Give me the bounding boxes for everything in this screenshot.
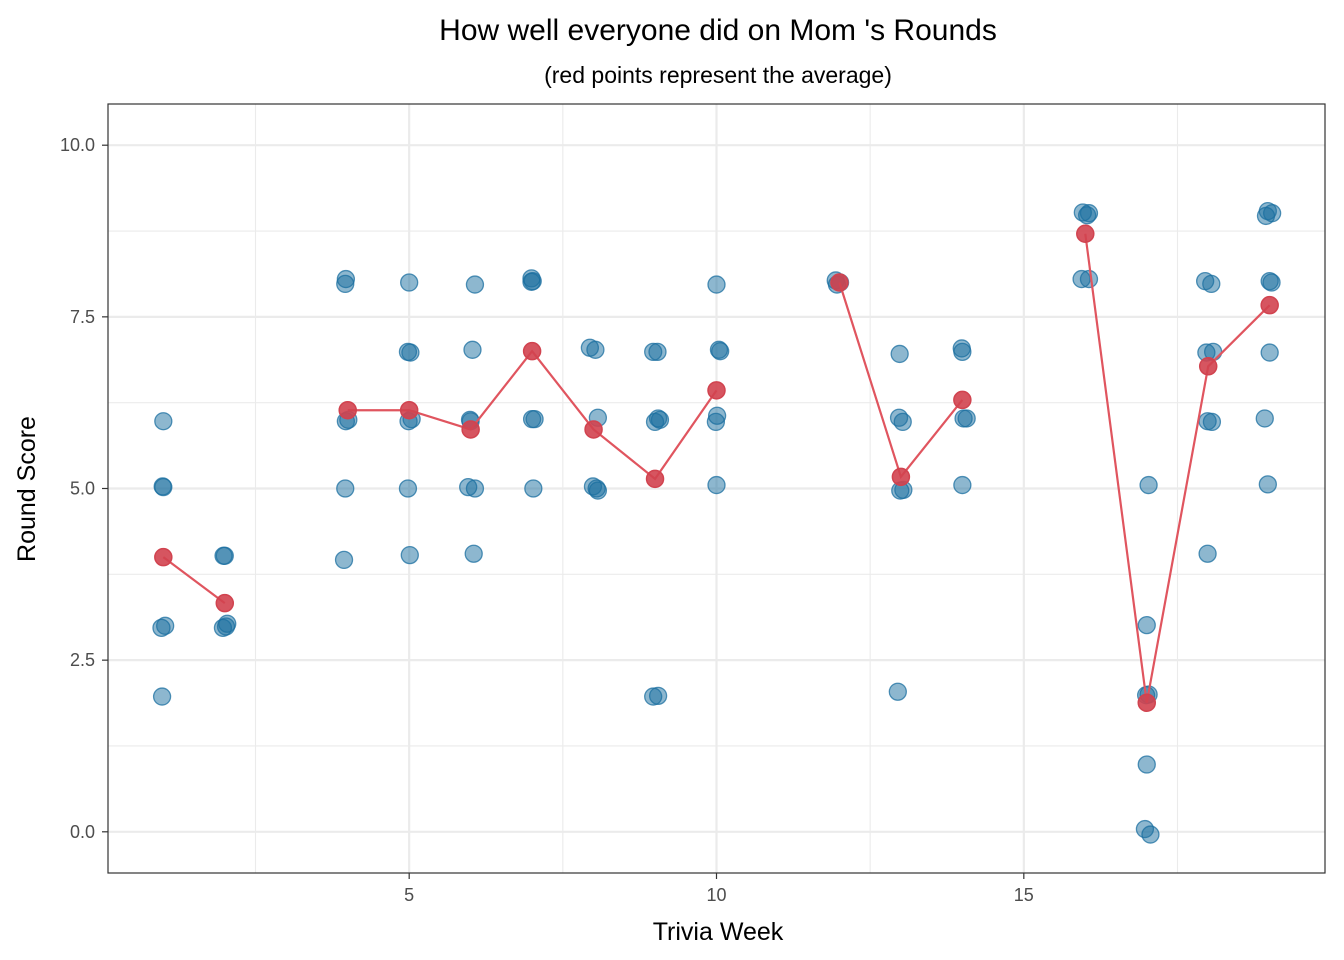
score-point [152,618,171,638]
score-point [648,686,668,706]
score-point [1137,615,1156,635]
average-point [1076,224,1095,244]
y-tick-label: 2.5 [70,650,95,670]
score-point [957,409,976,428]
average-point [399,400,419,420]
average-line [162,556,226,605]
y-axis-title: Round Score [13,416,41,562]
score-point [707,475,726,495]
score-point [1137,755,1156,774]
score-point [1202,274,1221,294]
score-point [1077,206,1097,225]
score-point [334,550,354,570]
score-point [707,406,727,425]
score-point [1260,343,1279,362]
average-line [1084,233,1271,703]
average-point [338,400,357,420]
score-point [1202,412,1222,432]
average-point [645,469,665,489]
x-tick-label: 10 [706,885,726,905]
score-point [465,275,485,294]
score-point [890,344,909,364]
score-point [953,342,972,362]
score-point [214,546,233,565]
score-point [1079,269,1099,289]
average-point [953,390,972,410]
score-point [336,274,355,294]
score-point [398,342,418,362]
average-point [1198,357,1218,376]
score-point [893,412,912,432]
x-axis: 5 10 15 [404,873,1034,905]
score-point [152,687,172,706]
score-point [587,479,606,498]
score-point [648,342,667,362]
y-tick-label: 7.5 [70,307,95,327]
score-point [522,272,541,291]
score-point [464,544,483,563]
score-point [586,340,605,359]
average-point [584,420,603,439]
score-point [1198,544,1217,563]
score-point [1141,825,1160,844]
average-point [707,381,726,400]
score-point [524,479,543,498]
average-point [215,593,235,613]
average-point [522,341,542,361]
score-point [465,479,485,498]
score-point [1256,206,1276,226]
chart-title: How well everyone did on Mom 's Rounds [439,14,997,47]
score-point [707,275,726,294]
average-point [461,420,480,439]
score-point [1255,409,1274,428]
average-point [154,547,173,567]
score-point [888,682,907,701]
y-tick-label: 0.0 [70,822,95,842]
score-point [463,340,482,359]
x-tick-label: 15 [1014,885,1034,905]
score-point [154,412,173,431]
y-tick-label: 5.0 [70,479,95,499]
score-point [953,475,972,495]
average-series [154,224,1279,712]
score-point [1139,475,1158,495]
score-point [398,479,418,498]
score-point [648,409,668,428]
score-point [525,410,544,429]
x-axis-title: Trivia Week [653,918,784,946]
average-point [830,273,849,292]
score-point [400,545,419,565]
y-axis: 0.0 2.5 5.0 7.5 10.0 [60,135,108,842]
chart-subtitle: (red points represent the average) [544,62,892,88]
score-point [216,617,236,636]
score-point [1258,475,1277,494]
average-point [1137,693,1157,712]
average-point [891,467,911,487]
score-point [336,479,355,498]
y-tick-label: 10.0 [60,135,95,155]
score-point [709,340,729,359]
average-point [1260,295,1279,315]
x-tick-label: 5 [404,885,414,905]
score-point [1262,273,1281,292]
score-point [154,477,173,497]
score-point [400,273,419,292]
